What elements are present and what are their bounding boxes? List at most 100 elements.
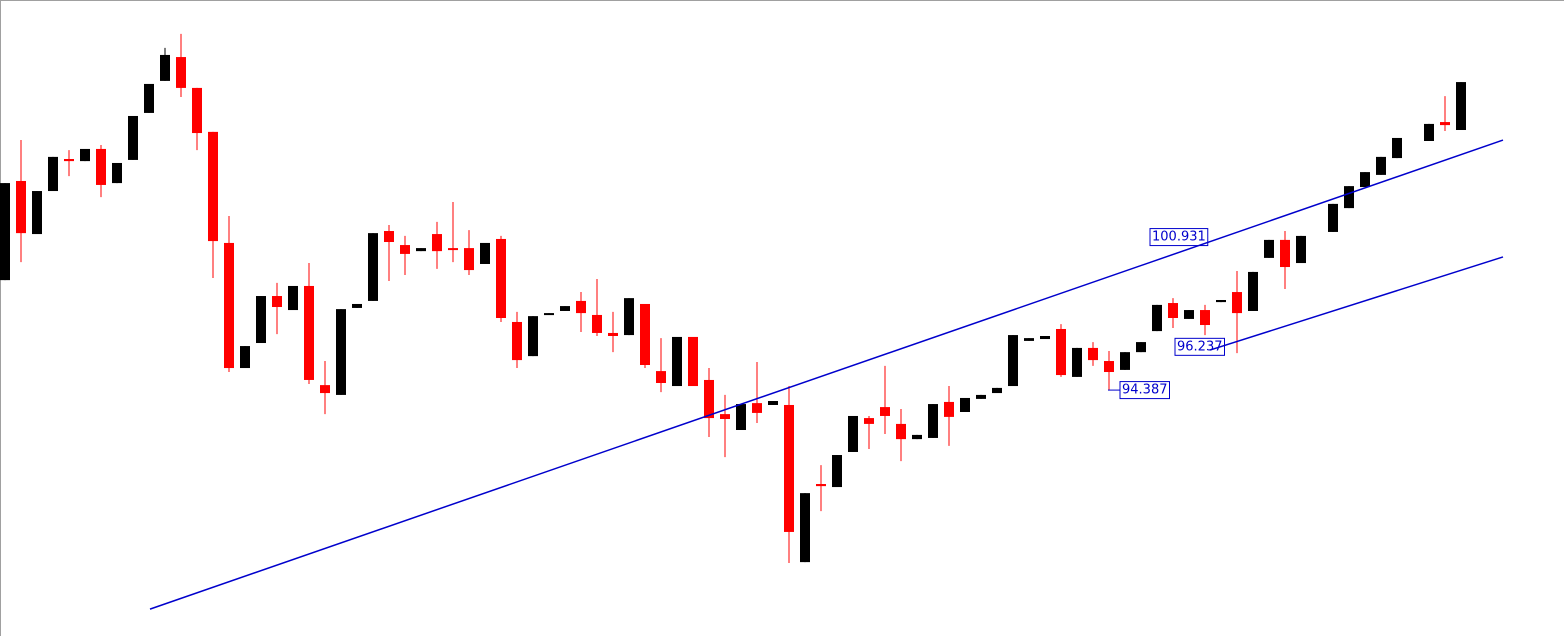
candle-body bbox=[480, 242, 490, 264]
candle-body bbox=[608, 332, 618, 337]
candle-body bbox=[1424, 123, 1434, 141]
candle-body bbox=[256, 296, 266, 344]
candle-body bbox=[352, 303, 362, 308]
candle-body bbox=[272, 296, 282, 308]
candle-body bbox=[208, 131, 218, 242]
candle-body bbox=[1168, 303, 1178, 318]
candle-body bbox=[976, 394, 986, 399]
candle-body bbox=[832, 455, 842, 488]
candle-body bbox=[672, 336, 682, 387]
candle-body bbox=[960, 397, 970, 412]
candle-body bbox=[96, 148, 106, 185]
candle-body bbox=[1264, 239, 1274, 258]
candle-body bbox=[1056, 328, 1066, 376]
candle-body bbox=[1152, 304, 1162, 332]
candle-body bbox=[928, 404, 938, 438]
candle-body bbox=[1440, 122, 1450, 126]
candle-body bbox=[800, 493, 810, 563]
candle-body bbox=[592, 314, 602, 333]
candle-body bbox=[16, 180, 26, 234]
price-label-box bbox=[1119, 381, 1170, 400]
candle-body bbox=[112, 162, 122, 184]
candle-body bbox=[368, 233, 378, 301]
candle-body bbox=[1456, 82, 1466, 131]
candle-body bbox=[288, 285, 298, 311]
candle-body bbox=[1248, 271, 1258, 311]
candle-body bbox=[1072, 347, 1082, 377]
trend-line bbox=[149, 139, 1504, 610]
candle-body bbox=[1376, 156, 1386, 175]
candle-body bbox=[224, 242, 234, 369]
candle-body bbox=[240, 346, 250, 369]
candle-body bbox=[1120, 352, 1130, 370]
candle-body bbox=[176, 57, 186, 88]
candle-body bbox=[1328, 203, 1338, 232]
candle-body bbox=[624, 298, 634, 336]
candle-body bbox=[944, 401, 954, 417]
candle-body bbox=[512, 321, 522, 361]
candle-body bbox=[496, 238, 506, 318]
price-label-box bbox=[1149, 228, 1209, 247]
candle-body bbox=[736, 404, 746, 431]
candle-body bbox=[1216, 299, 1226, 303]
candle-body bbox=[1040, 336, 1050, 340]
candle-body bbox=[544, 313, 554, 316]
candle-body bbox=[912, 434, 922, 440]
candle-body bbox=[880, 407, 890, 416]
candle-body bbox=[1280, 239, 1290, 268]
candle-body bbox=[1136, 342, 1146, 353]
candle-body bbox=[1024, 338, 1034, 341]
candle-body bbox=[336, 309, 346, 395]
candle-body bbox=[464, 248, 474, 271]
price-label-box bbox=[1174, 337, 1225, 356]
candle-body bbox=[560, 306, 570, 311]
candle-body bbox=[160, 54, 170, 81]
candle-body bbox=[1184, 310, 1194, 319]
candle-body bbox=[688, 336, 698, 387]
candle-body bbox=[1200, 310, 1210, 326]
price-label: 100.931 bbox=[1152, 230, 1206, 245]
candle-body bbox=[0, 183, 10, 281]
trend-line bbox=[1209, 256, 1504, 351]
candle-body bbox=[400, 245, 410, 254]
candle-body bbox=[448, 248, 458, 251]
candle-body bbox=[80, 148, 90, 162]
candle-body bbox=[1360, 172, 1370, 188]
candle-body bbox=[48, 156, 58, 192]
candle-body bbox=[816, 484, 826, 487]
candle-body bbox=[864, 418, 874, 424]
candle-body bbox=[320, 385, 330, 394]
price-label: 94.387 bbox=[1122, 383, 1168, 398]
candle-body bbox=[304, 285, 314, 380]
candle-body bbox=[32, 191, 42, 235]
candle-body bbox=[704, 379, 714, 419]
candle-body bbox=[384, 231, 394, 243]
candle-body bbox=[720, 414, 730, 420]
candle-body bbox=[128, 115, 138, 160]
candle-body bbox=[848, 415, 858, 452]
candle-body bbox=[1344, 186, 1354, 209]
candle-body bbox=[576, 300, 586, 314]
candle-body bbox=[528, 316, 538, 357]
candle-body bbox=[656, 371, 666, 384]
candle-body bbox=[1088, 347, 1098, 361]
candle-body bbox=[432, 234, 442, 252]
candle-body bbox=[64, 159, 74, 162]
candle-body bbox=[992, 387, 1002, 394]
candle-body bbox=[1392, 137, 1402, 159]
price-label: 96.237 bbox=[1177, 339, 1223, 354]
candle-body bbox=[192, 87, 202, 134]
candle-body bbox=[144, 83, 154, 113]
candle-body bbox=[1296, 235, 1306, 264]
candle-body bbox=[640, 303, 650, 365]
candle-body bbox=[1008, 335, 1018, 387]
candle-body bbox=[896, 423, 906, 440]
candle-body bbox=[784, 404, 794, 532]
candle-body bbox=[768, 401, 778, 405]
candle-body bbox=[752, 403, 762, 413]
candle-body bbox=[416, 248, 426, 252]
candle-body bbox=[1104, 361, 1114, 373]
candle-body bbox=[1232, 292, 1242, 314]
